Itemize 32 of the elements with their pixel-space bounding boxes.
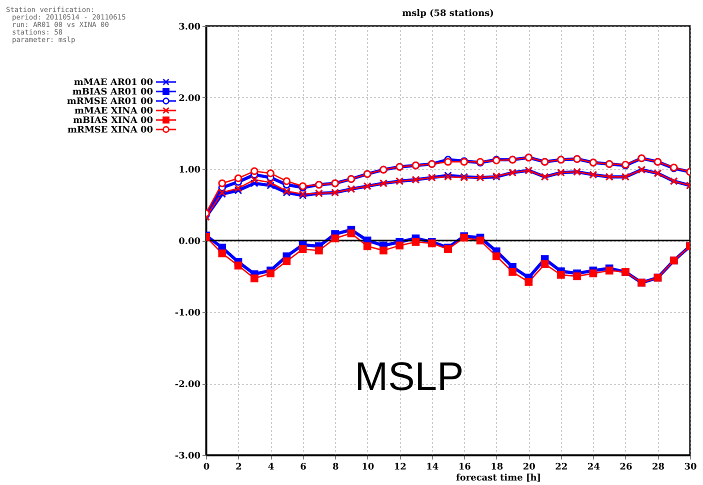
- x-tick-label: 6: [300, 462, 306, 472]
- y-tick-label: 3.00: [178, 22, 200, 32]
- legend-label: mMAE AR01 00: [74, 78, 153, 88]
- x-tick-label: 30: [684, 462, 697, 472]
- y-tick-label: 1.00: [178, 166, 200, 176]
- y-tick-label: -3.00: [174, 452, 200, 462]
- annotation: MSLP: [354, 354, 464, 399]
- legend-label: mRMSE AR01 00: [66, 97, 153, 107]
- x-tick-label: 8: [332, 462, 339, 472]
- x-tick-label: 28: [652, 462, 664, 472]
- y-tick-label: -2.00: [174, 380, 200, 390]
- x-tick-label: 20: [522, 462, 536, 472]
- x-tick-label: 16: [458, 462, 471, 472]
- y-tick-label: 0.00: [178, 237, 200, 247]
- legend-label: mBIAS XINA 00: [72, 116, 153, 126]
- x-axis-title: forecast time [h]: [456, 474, 542, 484]
- x-tick-label: 10: [362, 462, 374, 472]
- x-tick-label: 4: [268, 462, 274, 472]
- y-tick-label: 2.00: [178, 94, 200, 104]
- legend-label: mBIAS AR01 00: [72, 88, 153, 98]
- y-tick-label: -1.00: [174, 308, 200, 318]
- x-tick-label: 26: [620, 462, 632, 472]
- legend-label: mMAE XINA 00: [74, 106, 153, 116]
- x-tick-label: 2: [236, 462, 242, 472]
- x-tick-label: 14: [426, 462, 439, 472]
- chart-title: mslp (58 stations): [402, 9, 494, 19]
- x-tick-label: 12: [394, 462, 406, 472]
- legend-label: mRMSE XINA 00: [67, 126, 153, 136]
- x-tick-label: 24: [587, 462, 600, 472]
- x-tick-label: 22: [555, 462, 568, 472]
- x-tick-label: 0: [203, 462, 210, 472]
- x-tick-label: 18: [490, 462, 504, 472]
